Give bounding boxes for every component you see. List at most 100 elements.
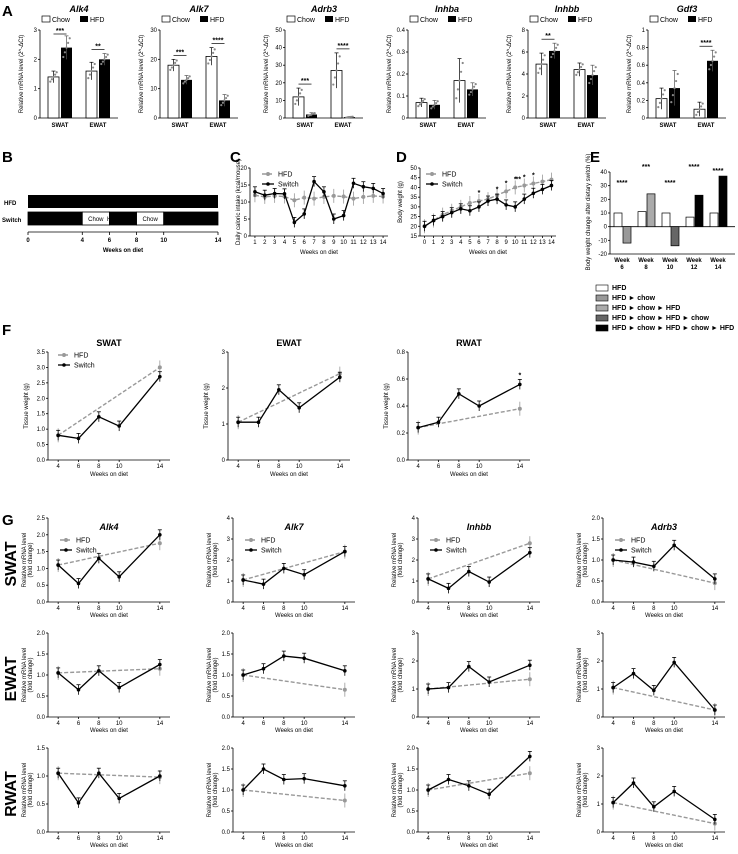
- panel-a-alk7-point-hfd: [223, 99, 226, 102]
- panel-g-ewat-inhbb-ytick-label: 3: [412, 631, 416, 637]
- panel-a-inhba-title: Inhba: [435, 4, 459, 14]
- panel-a-inhbb-point-hfd: [593, 70, 596, 73]
- panel-a-gdf3-point-chow: [696, 110, 700, 114]
- panel-a-alk4-point-hfd: [106, 53, 109, 56]
- panel-a-alk7-title: Alk7: [188, 4, 209, 14]
- panel-g-swat-alk7-xtick-label: 10: [301, 606, 308, 612]
- panel-a-alk4-point-chow: [54, 73, 57, 76]
- panel-a-alk7-point-chow: [169, 68, 172, 71]
- panel-g-ewat-alk7-xtick-label: 10: [301, 721, 308, 727]
- panel-a-inhbb-point-hfd: [589, 77, 593, 81]
- panel-a-gdf3-ytick-label: 0.4: [637, 81, 646, 87]
- panel-a-adrb3-bar-hfd: [306, 114, 317, 118]
- panel-g-ewat-alk4-xtick-label: 6: [77, 721, 81, 727]
- panel-f-swat-title: SWAT: [96, 338, 122, 348]
- panel-b-segment-label: High fat diet: [107, 217, 139, 223]
- panel-a-inhba-point-hfd: [435, 101, 438, 105]
- panel-a-inhba-point-chow: [455, 97, 458, 100]
- panel-a-inhba-point-hfd: [474, 83, 477, 86]
- panel-g-swat-alk4-ytick-label: 1.0: [37, 566, 46, 572]
- panel-g-rwat-inhbb-ylabel-unit: (fold change): [398, 772, 404, 807]
- panel-g-swat-inhbb-xtick-label: 10: [486, 606, 493, 612]
- panel-a-adrb3-point-hfd: [350, 115, 353, 119]
- panel-g-ewat-alk7-ytick-label: 2.0: [222, 631, 231, 637]
- panel-a-adrb3-legend-chow: Chow: [297, 17, 316, 24]
- panel-e-legend-swatch: [595, 304, 609, 312]
- panel-f-rwat-ytick-label: 0.2: [397, 431, 406, 437]
- panel-d-xtick-label: 0: [423, 240, 427, 246]
- panel-c-xtick-label: 4: [283, 240, 287, 246]
- panel-g-swat-alk7-ylabel-unit: (fold change): [213, 542, 219, 577]
- panel-g-rwat-inhbb-xtick-label: 14: [526, 836, 533, 842]
- panel-e-ytick-label: 10: [600, 211, 607, 217]
- panel-g-rwat-alk4-xtick-label: 14: [156, 836, 163, 842]
- panel-a-inhba-point-chow: [420, 101, 423, 104]
- panel-a-gdf3-point-hfd: [670, 101, 673, 104]
- panel-g-ewat-alk7-xtick-label: 14: [341, 721, 348, 727]
- panel-a-gdf3-point-hfd: [673, 86, 676, 90]
- panel-g-swat-adrb3-legend-switch: Switch: [631, 548, 652, 555]
- panel-g-swat-alk4-ytick-label: 0.0: [37, 600, 46, 606]
- panel-a-inhba-legend-chow: Chow: [420, 17, 439, 24]
- panel-g-swat-alk4-ylabel: Relative mRNA level: [22, 533, 28, 588]
- panel-a-alk7-point-chow: [213, 48, 216, 51]
- panel-a-inhba-legend-hfd-swatch: [448, 16, 456, 22]
- panel-e-ylabel: Body weight change after dietary switch …: [586, 154, 592, 271]
- panel-b-hfd-label: HFD: [4, 201, 17, 207]
- panel-g-ewat-adrb3-ylabel-unit: (fold change): [583, 657, 589, 692]
- panel-g-ewat-alk4-series-switch: [57, 663, 161, 691]
- panel-a-adrb3-point-hfd: [346, 116, 349, 119]
- panel-g-ewat-alk4-xlabel: Weeks on diet: [90, 728, 128, 734]
- panel-g-ewat-adrb3-xtick-label: 8: [652, 721, 656, 727]
- panel-a-alk4-point-chow: [88, 73, 91, 76]
- panel-e-xtick-label: Week: [614, 258, 630, 264]
- panel-g-ewat-alk4-ytick-label: 1.5: [37, 652, 46, 658]
- panel-b-segment-label: Chow: [142, 217, 158, 223]
- panel-a-adrb3-point-chow: [300, 88, 303, 91]
- panel-a-alk7-sig: ***: [176, 49, 184, 56]
- panel-a-alk7-point-hfd: [183, 80, 186, 83]
- panel-a-gdf3-legend-hfd: HFD: [698, 17, 712, 24]
- panel-g-swat-inhbb-ytick-label: 1: [412, 579, 416, 585]
- panel-b-segment-label: High fat diet: [175, 217, 207, 223]
- panel-f-rwat-ytick-label: 0.0: [397, 458, 406, 464]
- panel-a-alk4-title: Alk4: [68, 4, 88, 14]
- panel-a-adrb3-sig: ***: [301, 78, 309, 85]
- panel-f-swat-xtick-label: 14: [156, 464, 163, 470]
- panel-e-legend-item: HFD ► chow ► HFD ► chow: [612, 315, 710, 322]
- panel-a-inhbb-point-chow: [581, 63, 584, 66]
- panel-g-rwat-inhbb-xtick-label: 10: [486, 836, 493, 842]
- panel-e-sig: ***: [642, 164, 650, 171]
- panel-a-gdf3-point-hfd: [675, 79, 678, 83]
- panel-e-ytick-label: -20: [598, 252, 607, 258]
- panel-g-swat-adrb3-xtick-label: 6: [632, 606, 636, 612]
- panel-g-rwat-alk4-xtick-label: 6: [77, 836, 81, 842]
- panel-g-swat-adrb3-series-hfd: [613, 559, 715, 584]
- panel-g-swat-alk7-xtick-label: 14: [341, 606, 348, 612]
- panel-a-inhbb-ytick-label: 2: [522, 94, 526, 100]
- panel-g-ewat-adrb3-ytick-label: 2: [597, 659, 601, 665]
- panel-a-inhbb-point-chow: [576, 71, 580, 74]
- panel-a-inhbb-point-hfd: [553, 49, 556, 53]
- panel-g-rwat-alk7-ytick-label: 1.0: [222, 788, 231, 794]
- panel-e-xtick-label: Week: [710, 258, 726, 264]
- panel-g-swat-inhbb-legend-hfd-marker: [434, 538, 438, 542]
- panel-a-alk4-sig: ***: [56, 28, 64, 35]
- panel-f-swat-ytick-label: 1.5: [37, 412, 46, 418]
- panel-a-inhbb-ytick-label: 8: [522, 28, 526, 34]
- panel-g-swat-alk4-xlabel: Weeks on diet: [90, 613, 128, 619]
- panel-g-rwat-alk7-xtick-label: 14: [341, 836, 348, 842]
- panel-g-swat-inhbb-ylabel-unit: (fold change): [398, 542, 404, 577]
- panel-a-inhbb-bar-hfd: [549, 50, 560, 118]
- panel-g-ewat-alk4-ytick-label: 1.0: [37, 673, 46, 679]
- panel-f-swat-xlabel: Weeks on diet: [90, 472, 128, 478]
- panel-a-alk4-point-hfd: [65, 46, 68, 49]
- panel-g-swat-alk7-ytick-label: 3: [227, 537, 231, 543]
- panel-g-swat-adrb3-xlabel: Weeks on diet: [645, 613, 683, 619]
- panel-f-rwat-ytick-label: 0.4: [397, 404, 406, 410]
- panel-a-alk7-point-chow: [175, 59, 178, 62]
- panel-c-xtick-label: 11: [350, 240, 357, 246]
- panel-e-xtick-label: 10: [667, 265, 674, 271]
- panel-a-inhbb-point-chow: [575, 73, 578, 76]
- panel-a-inhbb-point-hfd: [551, 52, 555, 56]
